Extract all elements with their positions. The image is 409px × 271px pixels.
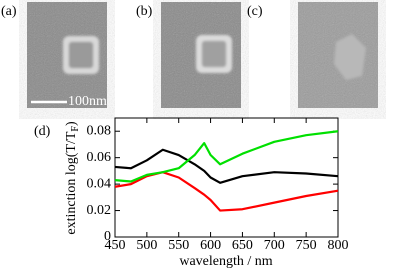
x-tick-label: 650 [232,238,253,253]
series-line [114,148,339,184]
panel-label: (a) [1,4,17,19]
scale-bar-label: 100nm [68,94,107,109]
y-axis-label-main: extinction log(T/T [64,131,79,234]
x-axis-label: wavelength / nm [179,254,272,269]
y-axis-label: extinction log(T/TF) [64,121,81,235]
panel-label: (b) [136,4,153,19]
x-tick-label: 700 [264,238,285,253]
y-tick-label: 0 [104,229,111,244]
x-tick-label: 750 [296,238,317,253]
sem-image-a [27,2,107,108]
y-tick-label: 0.08 [87,123,112,138]
x-tick-label: 500 [136,238,157,253]
y-tick-label: 0.04 [87,176,112,191]
x-tick-label: 800 [328,238,349,253]
x-tick-label: 600 [200,238,221,253]
y-tick-label: 0.06 [87,150,112,165]
x-tick-label: 450 [105,238,126,253]
y-axis-label-end: ) [64,121,79,126]
series-line [114,171,339,212]
panel-label: (d) [34,124,51,139]
y-tick-label: 0.02 [87,203,112,218]
x-tick-label: 550 [168,238,189,253]
y-axis-label-sub: F [70,126,81,132]
sem-image-c [298,2,378,108]
series-line [114,130,339,183]
plot-frame [114,117,339,238]
panel-label: (c) [247,4,263,19]
sem-image-b [161,2,241,108]
